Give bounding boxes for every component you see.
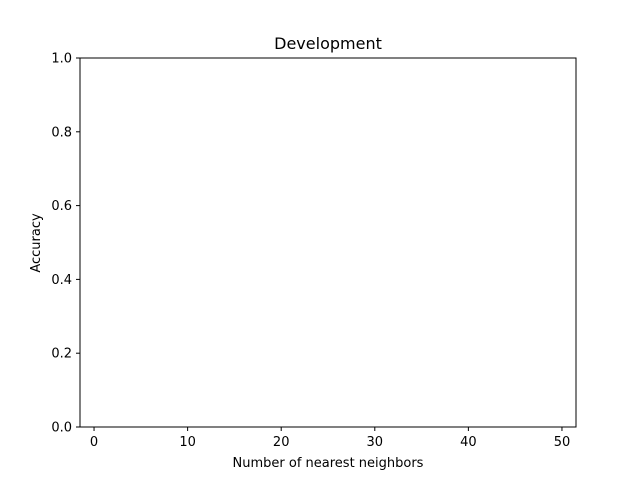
x-tick-label: 30 [367,435,384,450]
x-tick-label: 10 [179,435,196,450]
y-tick-label: 0.4 [51,273,72,288]
y-axis: 0.0 0.2 0.4 0.6 0.8 1.0 [51,52,80,436]
y-tick-label: 0.0 [51,421,72,436]
x-tick-label: 40 [460,435,477,450]
y-tick-label: 0.6 [51,199,72,214]
x-tick-label: 20 [273,435,290,450]
y-tick-label: 0.2 [51,347,72,362]
plot-area [79,57,577,428]
y-tick-label: 0.8 [51,125,72,140]
x-tick-label: 0 [90,435,98,450]
x-tick-label: 50 [554,435,571,450]
x-axis-label: Number of nearest neighbors [233,456,424,471]
x-axis: 0 10 20 30 40 50 [90,427,570,450]
y-tick-label: 1.0 [51,52,72,67]
y-axis-label: Accuracy [29,213,44,273]
chart-title: Development [274,34,382,53]
